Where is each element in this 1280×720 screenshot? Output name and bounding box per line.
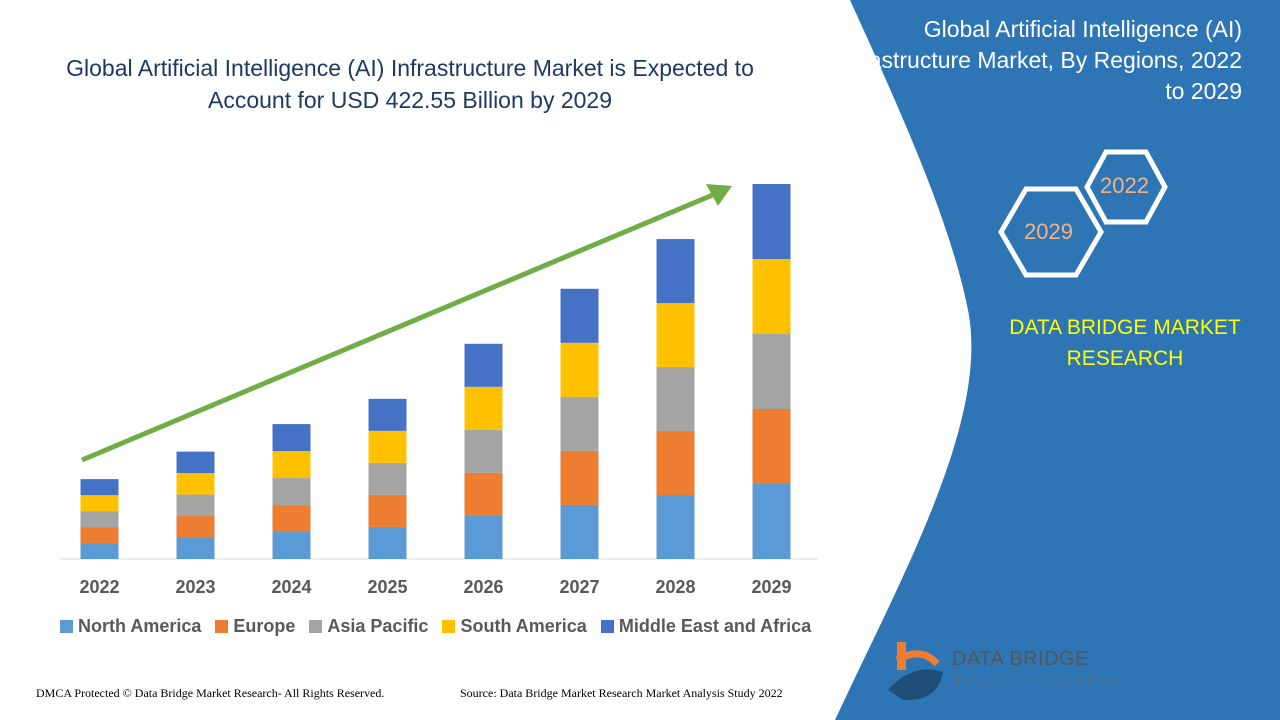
legend-item: North America: [60, 616, 201, 637]
bar-segment: [464, 343, 503, 387]
bar-segment: [656, 367, 695, 432]
bar-segment: [272, 478, 311, 506]
hexagon-2022: [1084, 149, 1168, 225]
bar-segment: [176, 473, 215, 495]
bar-segment: [560, 396, 599, 451]
bar-segment: [368, 462, 407, 495]
footer-copyright: DMCA Protected © Data Bridge Market Rese…: [36, 686, 385, 700]
bar-segment: [560, 450, 599, 505]
logo-text: DATA BRIDGE: [952, 648, 1090, 670]
side-panel-title: Global Artificial Intelligence (AI) Infr…: [835, 16, 1242, 104]
bar-segment: [272, 532, 311, 559]
bar-segment: [272, 451, 311, 479]
bar-segment: [752, 409, 791, 484]
legend-item: Asia Pacific: [309, 616, 428, 637]
legend-swatch: [60, 620, 73, 633]
bar-segment: [656, 431, 695, 496]
bar-segment: [80, 527, 119, 544]
chart-title: Global Artificial Intelligence (AI) Infr…: [66, 55, 754, 113]
bar-segment: [560, 288, 599, 343]
trend-arrow: [81, 191, 716, 463]
bar-segment: [80, 495, 119, 512]
bar-segment: [560, 342, 599, 397]
legend-swatch: [442, 620, 456, 633]
legend-label: Asia Pacific: [327, 616, 429, 636]
bar-segment: [272, 424, 311, 452]
bar-segment: [368, 430, 407, 463]
bar-segment: [80, 511, 119, 528]
legend-swatch: [215, 620, 229, 633]
bar-segment: [656, 303, 695, 368]
bar-segment: [464, 429, 503, 473]
hex-label-2029: 2029: [1024, 219, 1073, 244]
bar-segment: [176, 537, 215, 559]
logo-subtext: MARKET RESEARCH: [953, 676, 1123, 685]
legend-label: South America: [460, 616, 587, 636]
bar-segment: [176, 451, 215, 474]
footer-source: Source: Data Bridge Market Research Mark…: [460, 686, 783, 700]
bar-segment: [80, 479, 119, 496]
bar-segment: [80, 543, 119, 559]
x-tick-label: 2026: [463, 577, 503, 597]
legend-item: South America: [442, 616, 587, 637]
x-tick-label: 2023: [175, 577, 215, 597]
legend-swatch: [600, 620, 614, 633]
bar-segment: [176, 494, 215, 517]
legend-label: Europe: [233, 616, 296, 636]
bar-segment: [752, 484, 791, 559]
legend-item: Middle East and Africa: [600, 616, 812, 637]
legend: North America Europe Asia Pacific South …: [60, 616, 811, 637]
bar-segment: [464, 386, 503, 430]
legend-swatch: [309, 620, 323, 633]
bar-segment: [464, 472, 503, 516]
hex-label-2022: 2022: [1100, 173, 1149, 198]
bar-segment: [176, 516, 215, 538]
bar-segment: [368, 494, 407, 527]
trend-arrowhead: [706, 184, 732, 206]
bar-segment: [368, 526, 407, 559]
x-tick-label: 2025: [367, 577, 407, 597]
legend-label: North America: [78, 616, 202, 636]
bar-segment: [752, 259, 791, 334]
bar-segment: [560, 504, 599, 559]
x-tick-label: 2028: [655, 577, 695, 597]
x-tick-label: 2027: [559, 577, 599, 597]
chart: 2022 2023 2024 2025 2026 2027 2028 2029: [60, 184, 818, 597]
bar-segment: [368, 398, 407, 431]
bar-segment: [656, 239, 695, 304]
hexagon-2029: [998, 186, 1104, 278]
bar-segment: [464, 515, 503, 559]
legend-label: Middle East and Africa: [618, 616, 812, 636]
brand-text: DATA BRIDGE MARKET RESEARCH: [1009, 316, 1241, 370]
bar-segment: [752, 184, 791, 259]
side-panel: [835, 0, 1280, 720]
x-tick-label: 2029: [751, 577, 791, 597]
x-tick-label: 2024: [271, 577, 311, 597]
x-tick-label: 2022: [79, 577, 119, 597]
bar-segment: [752, 334, 791, 409]
bar-segment: [656, 495, 695, 559]
legend-item: Europe: [215, 616, 295, 637]
bar-segment: [272, 505, 311, 533]
logo-icon: [888, 642, 943, 701]
